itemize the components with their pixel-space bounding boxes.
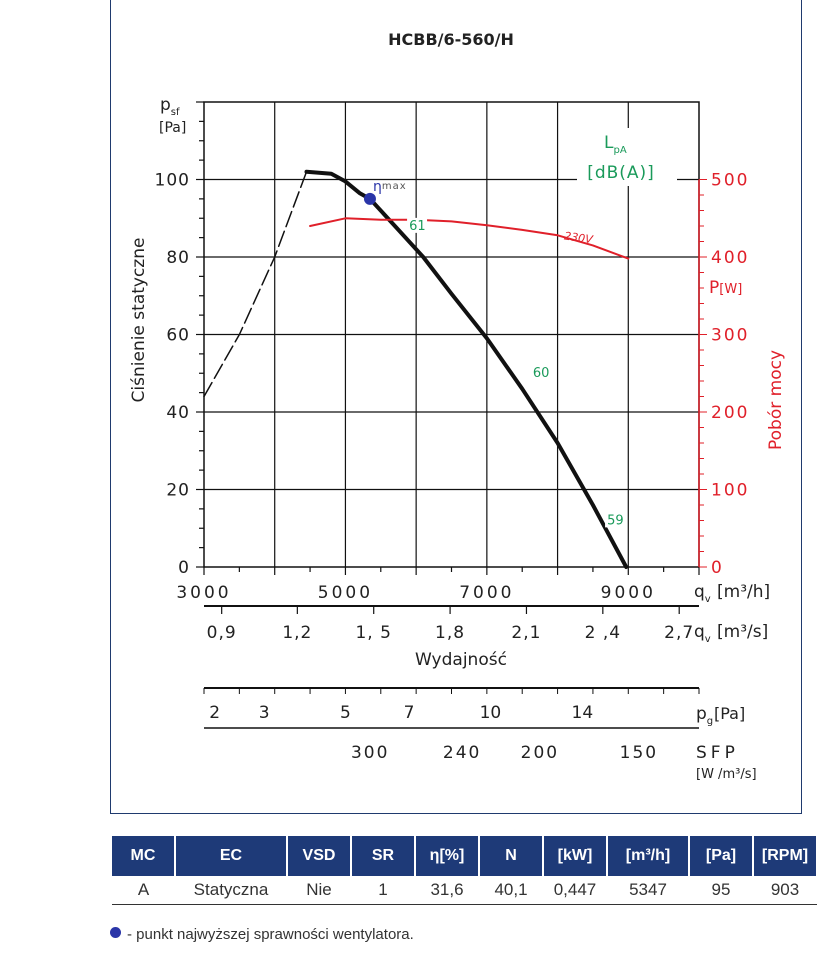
spec-table: MC EC VSD SR η[%] N [kW] [m³/h] [Pa] [RPM] A Staty…: [112, 836, 818, 905]
table-header-cell: [RPM]: [753, 836, 818, 876]
table-row: A Statyczna Nie 1 31,6 40,1 0,447 5347 95 903: [112, 876, 817, 905]
series-label-power: 230V: [563, 229, 595, 246]
eta-max-dot-icon: [110, 927, 121, 938]
power-tick-label: 500: [711, 171, 749, 191]
table-cell: 40,1: [479, 876, 543, 905]
table-cell: 5347: [607, 876, 689, 905]
power-tick-label: 100: [711, 481, 749, 501]
spec-table-header: MC EC VSD SR η[%] N [kW] [m³/h] [Pa] [RPM]: [112, 836, 818, 876]
sfp-axis-label: SFP: [696, 743, 739, 763]
pg-axis-symbol: pg: [696, 704, 713, 727]
pg-axis-unit: [Pa]: [714, 704, 745, 723]
sound-level-unit: [dB(A)]: [587, 163, 655, 183]
table-header-cell: [m³/h]: [607, 836, 690, 876]
table-cell: Nie: [287, 876, 351, 905]
x2-axis-unit: [m³/s]: [717, 622, 768, 642]
x-tick-label: 9000: [601, 583, 656, 603]
pg-tick-label: 2: [209, 703, 220, 723]
power-axis-label: Pobór mocy: [766, 350, 786, 450]
table-cell: 95: [689, 876, 753, 905]
eta-max-point: [363, 192, 376, 205]
sound-level-bg: [407, 217, 428, 233]
table-cell: Statyczna: [175, 876, 287, 905]
x2-tick-label: 2,1: [511, 623, 541, 643]
x2-tick-label: 2,7: [664, 623, 694, 643]
x2-axis-symbol: qv: [694, 622, 711, 645]
sfp-tick-label: 150: [620, 743, 658, 763]
x-axis-unit: [m³/h]: [717, 582, 770, 602]
y-tick-label: 0: [178, 558, 190, 578]
legend-note-text: - punkt najwyższej sprawności wentylator…: [127, 926, 414, 943]
y-axis-label: Ciśnienie statyczne: [129, 238, 149, 403]
sound-level-label: 59: [607, 513, 624, 528]
sound-level-symbol: LpA: [604, 133, 627, 156]
pg-tick-label: 5: [340, 703, 351, 723]
sound-level-label: 61: [409, 219, 426, 234]
x-tick-label: 5000: [318, 583, 373, 603]
power-unit: P[W]: [709, 278, 742, 298]
x2-tick-label: 2 ,4: [585, 623, 621, 643]
x2-tick-label: 1,8: [435, 623, 465, 643]
power-tick-label: 300: [711, 326, 749, 346]
x-tick-label: 3000: [176, 583, 231, 603]
power-tick-label: 400: [711, 248, 749, 268]
sfp-axis-unit: [W /m³/s]: [696, 767, 757, 782]
table-header-cell: EC: [175, 836, 288, 876]
x2-tick-label: 0,9: [207, 623, 237, 643]
table-cell: 1: [351, 876, 415, 905]
pg-tick-label: 10: [480, 703, 502, 723]
legend-note: - punkt najwyższej sprawności wentylator…: [110, 926, 414, 943]
chart-frame: HCBB/6-560/H 0 20 40 60 80 100 psf [Pa] Ciśnienie…: [110, 0, 802, 814]
sfp-tick-label: 240: [443, 743, 481, 763]
table-header-cell: N: [479, 836, 544, 876]
sound-label-bg: [577, 128, 677, 186]
y-tick-label: 40: [166, 403, 190, 423]
y-axis-symbol: psf: [160, 95, 180, 118]
eta-max-label: ηmax: [373, 179, 407, 195]
x-tick-label: 7000: [459, 583, 514, 603]
pg-tick-label: 7: [404, 703, 415, 723]
y-tick-label: 20: [166, 481, 190, 501]
table-header-cell: VSD: [287, 836, 352, 876]
pg-tick-label: 14: [572, 703, 594, 723]
y-tick-label: 80: [166, 248, 190, 268]
x-axis-label: Wydajność: [415, 650, 507, 670]
table-header-cell: η[%]: [415, 836, 480, 876]
table-header-cell: [kW]: [543, 836, 608, 876]
table-cell: 903: [753, 876, 817, 905]
table-header-cell: SR: [351, 836, 416, 876]
table-cell: 0,447: [543, 876, 607, 905]
sfp-tick-label: 300: [351, 743, 389, 763]
sound-level-bg: [605, 512, 626, 528]
x2-tick-label: 1,2: [282, 623, 312, 643]
table-cell: A: [112, 876, 175, 905]
y-tick-label: 100: [155, 171, 190, 191]
series-line-power: [309, 217, 630, 260]
sfp-tick-label: 200: [521, 743, 559, 763]
pg-tick-label: 3: [259, 703, 270, 723]
x2-tick-label: 1, 5: [355, 623, 391, 643]
power-tick-label: 0: [711, 558, 724, 578]
sound-level-bg: [530, 365, 551, 381]
chart-title: HCBB/6-560/H: [388, 30, 514, 49]
table-header-cell: [Pa]: [689, 836, 754, 876]
y-axis-unit: [Pa]: [159, 120, 186, 136]
table-cell: 31,6: [415, 876, 479, 905]
power-tick-label: 200: [711, 403, 749, 423]
series-line-pressure-unstable: [203, 171, 308, 398]
series-line-pressure: [304, 169, 629, 569]
sound-level-label: 60: [533, 366, 550, 381]
x-axis-symbol: qv: [694, 582, 711, 605]
table-header-cell: MC: [112, 836, 176, 876]
fan-curve-chart: HCBB/6-560/H020406080100psf[Pa]Ciśnienie…: [129, 30, 786, 782]
y-tick-label: 60: [166, 326, 190, 346]
